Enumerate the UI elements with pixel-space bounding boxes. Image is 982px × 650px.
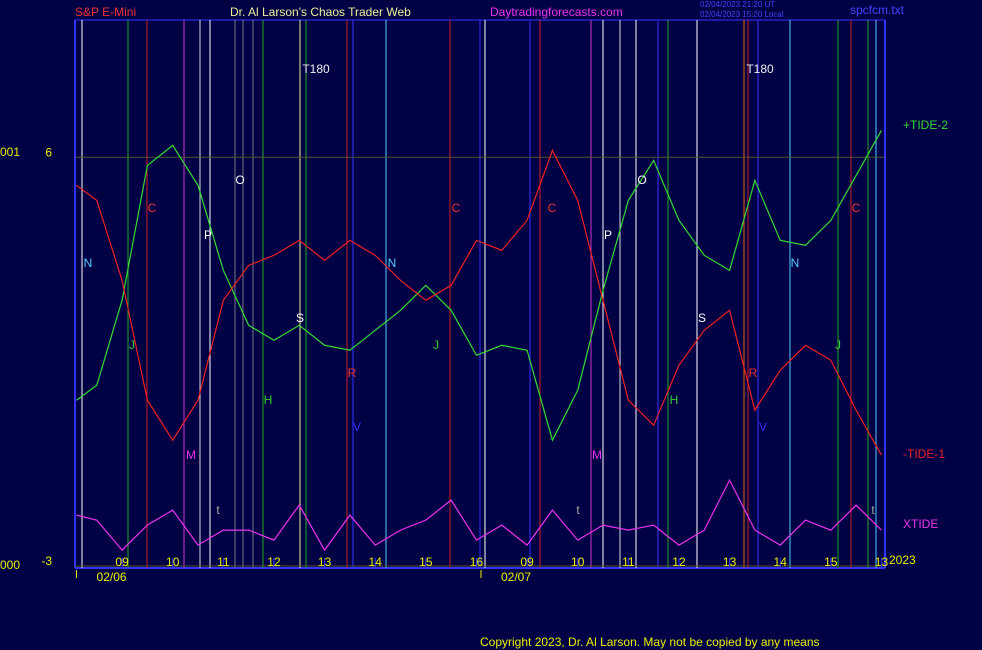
annotation: V [353, 420, 361, 434]
x-tick-label: 09 [115, 555, 129, 569]
annotation: t [871, 503, 875, 517]
x-tick-label: 15 [824, 555, 838, 569]
annotation: V [759, 420, 767, 434]
y-tick-label: 6 [45, 145, 52, 159]
annotation: C [148, 201, 157, 215]
x-tick-label: 14 [774, 555, 788, 569]
series-label: XTIDE [903, 517, 938, 531]
annotation: C [452, 201, 461, 215]
annotation: M [186, 448, 196, 462]
series-label: +TIDE-2 [903, 118, 948, 132]
annotation: M [592, 448, 602, 462]
x-tick-label: 13 [875, 555, 889, 569]
annotation: R [749, 366, 758, 380]
left-label: 000 [0, 558, 20, 572]
x-tick-label: 16 [470, 555, 484, 569]
annotation: C [852, 201, 861, 215]
x-tick-label: 15 [419, 555, 433, 569]
x-tick-label: 14 [369, 555, 383, 569]
y-tick-label: -3 [41, 554, 52, 568]
x-tick-label: 11 [217, 555, 230, 569]
file-name: spcfcm.txt [850, 3, 905, 17]
x-tick-label: 11 [622, 555, 635, 569]
stamp: 02/04/2023 15:20 Local [700, 10, 784, 19]
series-line [76, 130, 882, 442]
stamp: 02/04/2023 21:20 UT [700, 0, 775, 9]
annotation: O [235, 173, 244, 187]
left-label: 001 [0, 145, 20, 159]
x-tick-label: 12 [672, 555, 686, 569]
annotation: t [216, 503, 220, 517]
copyright: Copyright 2023, Dr. Al Larson. May not b… [480, 635, 820, 649]
x-tick-label: 09 [520, 555, 534, 569]
annotation: J [433, 338, 439, 352]
annotation: P [604, 228, 612, 242]
series-line [76, 478, 882, 552]
annotation: O [637, 173, 646, 187]
year: 2023 [889, 553, 916, 567]
annotation: P [204, 228, 212, 242]
x-tick-label: 10 [166, 555, 180, 569]
annotation: T180 [302, 62, 330, 76]
annotation: S [296, 311, 304, 325]
annotation: N [791, 256, 800, 270]
annotation: S [698, 311, 706, 325]
instrument: S&P E-Mini [75, 5, 136, 19]
series-line [76, 148, 882, 456]
x-tick-label: 13 [318, 555, 332, 569]
annotation: C [548, 201, 557, 215]
series-label: -TIDE-1 [903, 447, 945, 461]
annotation: T180 [746, 62, 774, 76]
annotation: J [129, 338, 135, 352]
x-tick-label: 10 [571, 555, 585, 569]
date-label: 02/07 [501, 570, 531, 584]
x-tick-label: 13 [723, 555, 737, 569]
annotation: H [670, 393, 679, 407]
annotation: J [835, 338, 841, 352]
site: Daytradingforecasts.com [490, 5, 623, 19]
title: Dr. Al Larson's Chaos Trader Web [230, 5, 411, 19]
date-label: 02/06 [97, 570, 127, 584]
x-tick-label: 12 [267, 555, 281, 569]
annotation: N [84, 256, 93, 270]
annotation: R [348, 366, 357, 380]
annotation: t [576, 503, 580, 517]
annotation: H [264, 393, 273, 407]
annotation: N [388, 256, 397, 270]
